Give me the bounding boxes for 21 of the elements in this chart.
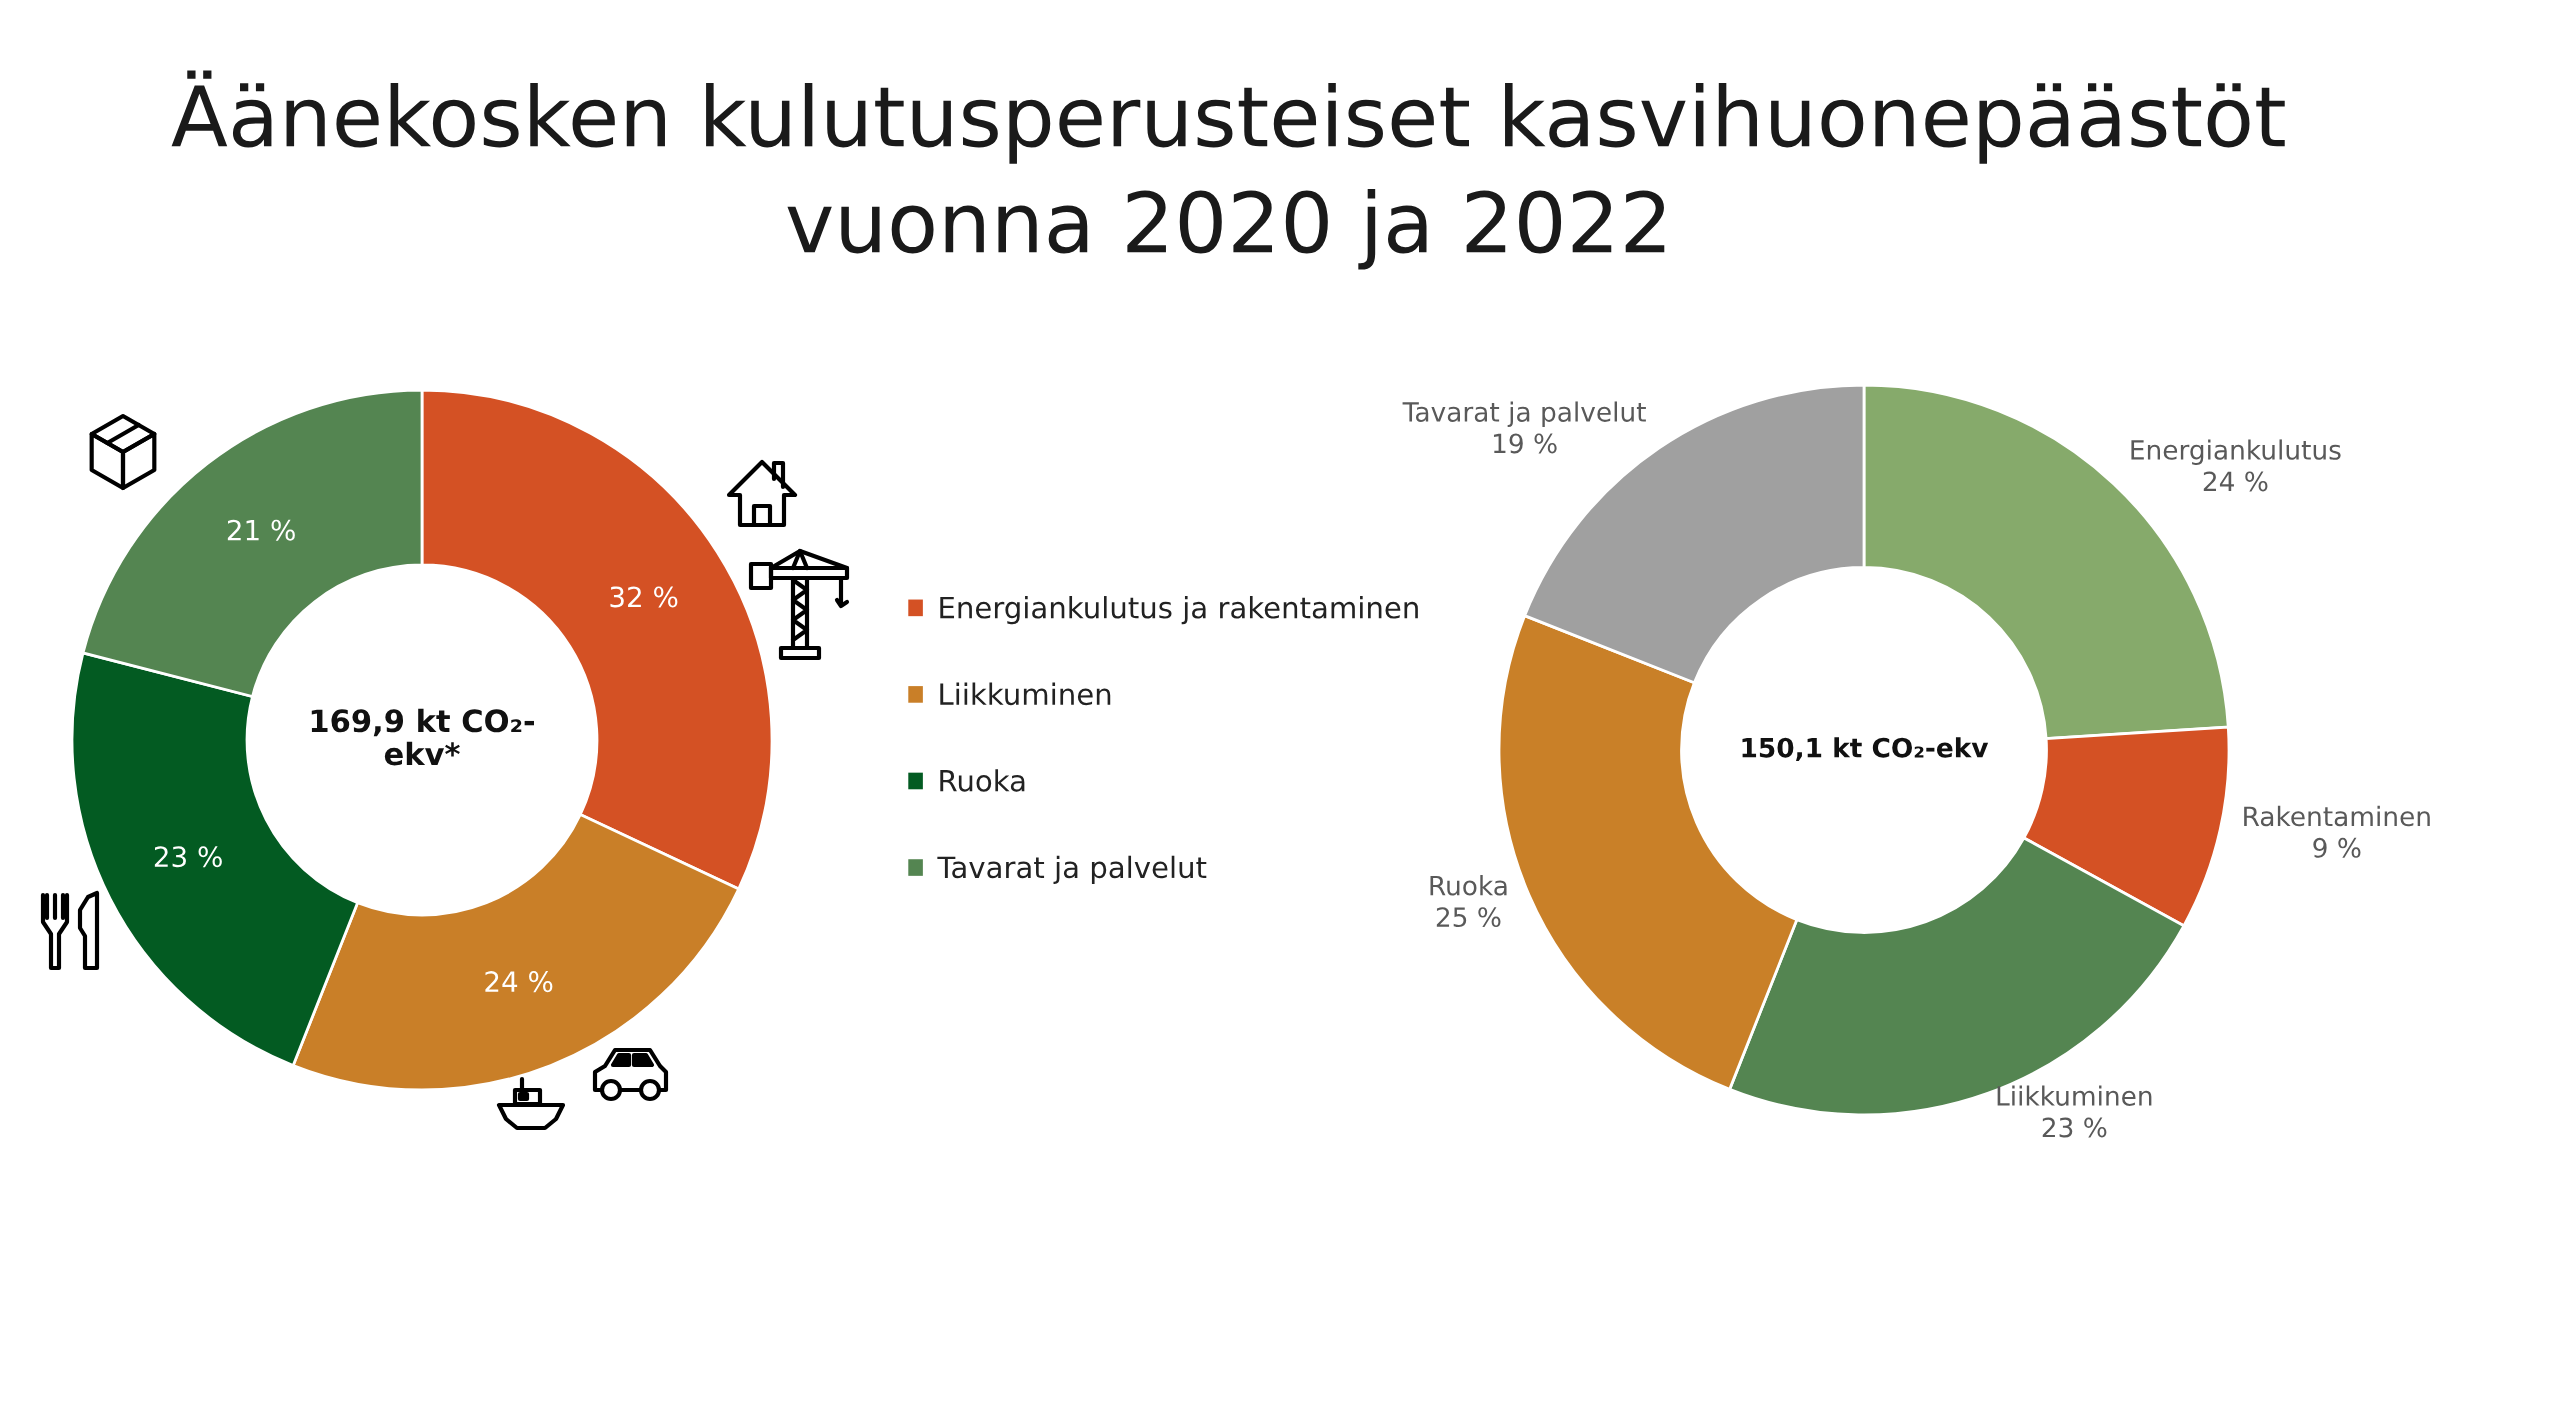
data-label: 25 % [1436,907,1501,928]
text: 150,1 kt CO₂-ekv [1742,737,1989,762]
data-label: 21 % [227,519,295,541]
legend-label: Energiankulutus ja rakentaminen [940,596,1418,625]
legend-label: Tavarat ja palvelut [937,855,1207,884]
slice-label: Energiankulutus [2131,439,2341,465]
slice-label: Ruoka [1430,875,1507,896]
data-label: 24 % [2203,471,2268,492]
data-label: 32 % [610,586,678,608]
legend-label: Liikkuminen [940,682,1111,706]
legend-label: Ruoka [940,769,1025,792]
slice-label: Liikkuminen [1997,1085,2152,1106]
slice-label: Rakentaminen [2244,805,2430,827]
data-label: 9 % [2313,837,2361,858]
text: Äänekosken kulutusperusteiset kasvihuonepäästöt vuonna 2020 ja 2022 [171,70,2285,270]
text: 169,9 kt CO₂- ekv* [311,708,534,766]
data-label: 23 % [2042,1117,2107,1138]
data-label: 24 % [485,971,553,993]
slice-label: Tavarat ja palvelut [1402,401,1646,427]
data-label: 23 % [154,846,222,868]
data-label: 19 % [1493,433,1557,454]
